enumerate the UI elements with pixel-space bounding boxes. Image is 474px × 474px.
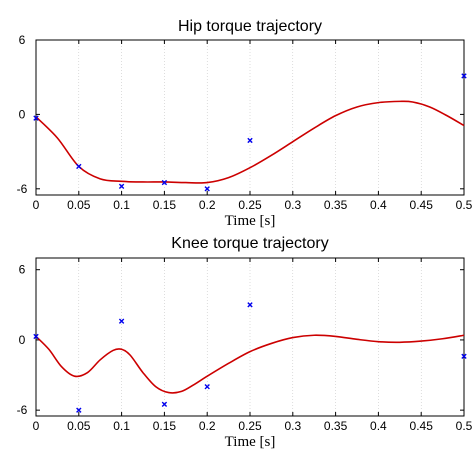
knee-x-tick-label: 0.35: [324, 419, 348, 433]
hip-data-point-marker: [118, 183, 125, 190]
hip-x-tick-label: 0.5: [456, 198, 473, 212]
knee-chart-title: Knee torque trajectory: [171, 235, 328, 252]
hip-data-point-marker: [461, 73, 467, 79]
knee-x-tick-label: 0.2: [199, 419, 216, 433]
knee-y-tick-label: -6: [17, 403, 28, 417]
hip-data-point-marker: [33, 115, 39, 121]
knee-x-tick-label: 0: [33, 419, 40, 433]
hip-chart-title: Hip torque trajectory: [178, 18, 322, 35]
knee-x-tick-label: 0.45: [410, 419, 434, 433]
hip-x-tick-label: 0.1: [113, 198, 130, 212]
hip-x-tick-label: 0.25: [238, 198, 262, 212]
knee-y-tick-label: 0: [19, 333, 26, 347]
hip-data-point-marker: [161, 179, 168, 186]
hip-trajectory-line: [35, 100, 465, 184]
knee-x-axis-label: Time [s]: [225, 434, 276, 450]
hip-data-point-marker: [247, 137, 253, 144]
hip-plot-frame: [35, 39, 465, 196]
hip-x-tick-label: 0.35: [324, 198, 348, 212]
hip-y-tick-label: 6: [19, 33, 26, 47]
knee-torque-panel: Knee torque trajectory Time [s] 0 0.05 0.1…: [17, 235, 473, 450]
hip-x-tick-label: 0.15: [153, 198, 177, 212]
knee-trajectory-line: [35, 334, 465, 394]
hip-y-tick-label: 0: [19, 107, 26, 121]
knee-x-tick-label: 0.1: [113, 419, 130, 433]
knee-data-point-marker: [161, 401, 168, 407]
knee-data-point-marker: [118, 318, 125, 324]
hip-x-tick-label: 0.2: [199, 198, 216, 212]
knee-x-tick-label: 0.25: [238, 419, 262, 433]
knee-data-point-marker: [204, 384, 210, 390]
hip-data-point-marker: [76, 163, 82, 170]
hip-x-axis-label: Time [s]: [225, 213, 276, 229]
knee-x-tick-label: 0.3: [284, 419, 301, 433]
hip-x-tick-label: 0.3: [284, 198, 301, 212]
hip-x-tick-label: 0.05: [67, 198, 91, 212]
knee-data-point-marker: [461, 353, 467, 360]
hip-x-tick-label: 0: [33, 198, 40, 212]
knee-x-tick-label: 0.05: [67, 419, 91, 433]
knee-data-point-marker: [76, 407, 82, 413]
knee-data-point-marker: [33, 333, 39, 340]
knee-x-tick-label: 0.5: [456, 419, 473, 433]
hip-x-tick-label: 0.45: [410, 198, 434, 212]
hip-x-tick-label: 0.4: [370, 198, 387, 212]
hip-y-tick-label: -6: [17, 182, 28, 196]
hip-torque-panel: Hip torque trajectory Time [s] 0 0.05 0.1 0…: [17, 18, 473, 229]
knee-data-point-marker: [247, 302, 253, 308]
knee-x-tick-label: 0.15: [153, 419, 177, 433]
knee-x-tick-label: 0.4: [370, 419, 387, 433]
hip-data-point-marker: [204, 186, 210, 192]
knee-y-tick-label: 6: [19, 263, 26, 277]
